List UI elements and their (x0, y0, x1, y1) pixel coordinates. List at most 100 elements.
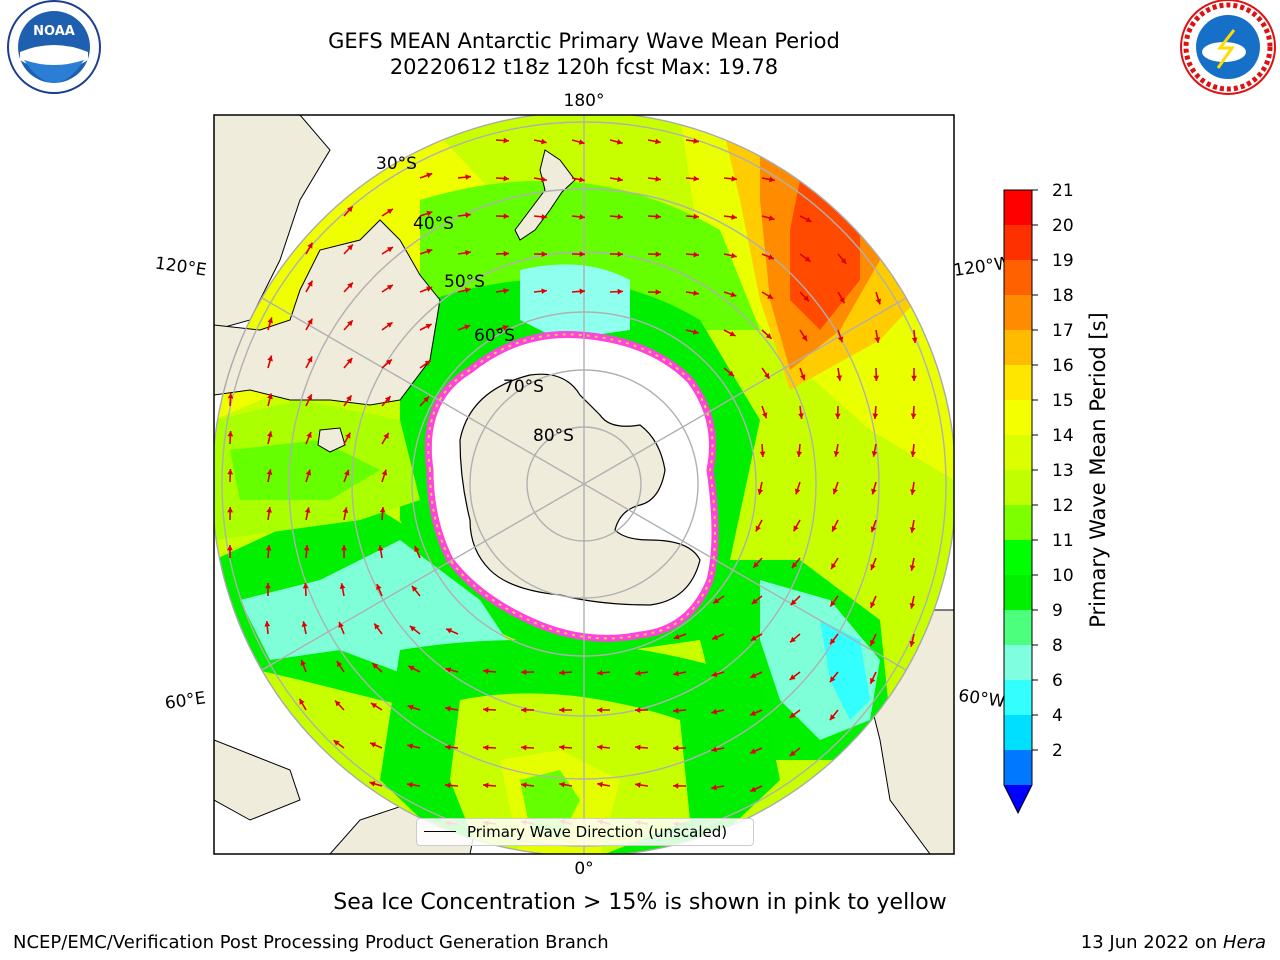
wave-direction-arrows (227, 137, 918, 827)
wave-direction-arrow (301, 621, 308, 635)
antarctica-land (459, 373, 701, 606)
lat-label-80s: 80°S (533, 426, 574, 446)
wave-direction-arrow (520, 669, 535, 676)
lon-label-120e: 120°E (154, 254, 208, 281)
wave-direction-arrow (911, 329, 918, 344)
wave-direction-arrow (837, 329, 844, 343)
wave-direction-arrow (343, 432, 351, 445)
colorbar-tick-label: 17 (1052, 321, 1074, 341)
wave-direction-arrow (755, 519, 763, 532)
wave-direction-arrow (798, 405, 804, 419)
wave-direction-arrow (266, 507, 272, 521)
sea-ice-note: Sea Ice Concentration > 15% is shown in … (333, 890, 947, 915)
wave-direction-arrow (609, 251, 624, 257)
wave-direction-arrow (343, 319, 354, 331)
wave-direction-arrow (265, 544, 272, 559)
colorbar-tick-label: 20 (1052, 216, 1074, 236)
wave-direction-arrow (343, 357, 353, 369)
wave-direction-arrow (873, 367, 880, 382)
wave-direction-arrow (874, 329, 881, 343)
wave-direction-arrow (381, 246, 394, 255)
wave-direction-arrow (370, 702, 383, 711)
wave-direction-arrow (445, 628, 459, 635)
wave-direction-arrow (520, 782, 535, 788)
map-frame (213, 114, 955, 855)
wave-direction-arrow (685, 290, 699, 296)
wave-direction-arrow (495, 137, 510, 144)
wave-direction-arrow (789, 709, 801, 719)
wave-direction-arrow (752, 557, 763, 569)
wave-direction-arrow (761, 176, 775, 183)
wave-direction-arrow (761, 291, 774, 300)
wave-direction-arrow (875, 291, 882, 305)
wave-direction-arrow (596, 707, 611, 713)
wave-direction-arrow (673, 633, 687, 640)
wave-direction-arrow (457, 249, 471, 256)
lon-label-60e: 60°E (164, 688, 207, 713)
wave-direction-arrow (910, 481, 916, 495)
wave-direction-arrow (723, 175, 738, 182)
wave-direction-arrow (751, 595, 763, 605)
wave-direction-arrow (597, 781, 611, 788)
colorbar-tick-label: 21 (1052, 181, 1074, 201)
lat-label-40s: 40°S (413, 214, 454, 234)
wave-direction-arrow (520, 744, 535, 751)
wave-direction-arrow (834, 405, 841, 420)
map-legend: Primary Wave Direction (unscaled) (416, 818, 754, 846)
colorbar-segment (1004, 715, 1032, 750)
wave-direction-arrow (343, 394, 353, 407)
wave-direction-arrow (871, 481, 877, 495)
wave-direction-arrow (377, 545, 384, 559)
wave-direction-arrow (869, 671, 877, 685)
wave-direction-arrow (300, 659, 307, 673)
wave-direction-arrow (495, 324, 509, 331)
chart-title: GEFS MEAN Antarctic Primary Wave Mean Pe… (328, 29, 840, 53)
wave-direction-arrow (302, 582, 309, 597)
wave-direction-arrow (870, 519, 877, 533)
wave-direction-arrow (749, 709, 763, 716)
colorbar-title: Primary Wave Mean Period [s] (1086, 312, 1110, 628)
wave-direction-arrow (711, 708, 725, 715)
wave-direction-arrow (723, 252, 737, 259)
wave-direction-arrow (408, 665, 421, 673)
wave-direction-arrow (749, 671, 763, 679)
noaa-logo-text: NOAA (33, 24, 75, 39)
wave-direction-arrow (336, 660, 345, 673)
colorbar-tick-label: 13 (1052, 461, 1074, 481)
wave-direction-arrow (799, 215, 812, 223)
wave-direction-arrow (369, 742, 383, 749)
wave-direction-arrow (419, 286, 433, 293)
wave-direction-arrow (419, 248, 433, 255)
wave-direction-arrow (723, 367, 735, 377)
wave-direction-arrow (792, 519, 801, 532)
wave-direction-arrow (495, 213, 510, 220)
wave-direction-arrow (343, 243, 354, 255)
wave-direction-arrow (685, 213, 700, 220)
wave-direction-arrow (227, 544, 233, 559)
wave-direction-arrow (829, 633, 839, 645)
wave-direction-arrow (909, 595, 916, 609)
wave-direction-arrow (419, 210, 433, 217)
colorbar-segment (1004, 505, 1032, 540)
wave-direction-arrow (457, 212, 472, 218)
wave-direction-arrow (419, 172, 433, 179)
wave-direction-arrow (381, 469, 388, 483)
colorbar-tick-label: 16 (1052, 356, 1074, 376)
wave-direction-arrow (495, 288, 509, 294)
wave-direction-arrow (520, 707, 535, 713)
colorbar-tick-label: 2 (1052, 741, 1063, 761)
wave-direction-arrow (305, 280, 314, 293)
date-stamp-machine: Hera (1222, 932, 1266, 953)
wave-direction-arrow (381, 284, 394, 293)
wave-direction-arrow (266, 431, 273, 445)
wave-direction-arrow (482, 668, 497, 675)
lon-label-180: 180° (564, 91, 605, 111)
wave-direction-arrow (761, 367, 771, 380)
colorbar-tick-label: 19 (1052, 251, 1074, 271)
wave-direction-arrow (635, 782, 649, 788)
wave-direction-arrow (381, 432, 390, 445)
wave-direction-arrow (596, 744, 611, 751)
wave-direction-arrow (789, 633, 801, 643)
wave-direction-arrow (609, 176, 623, 183)
wave-direction-arrow (457, 287, 471, 294)
